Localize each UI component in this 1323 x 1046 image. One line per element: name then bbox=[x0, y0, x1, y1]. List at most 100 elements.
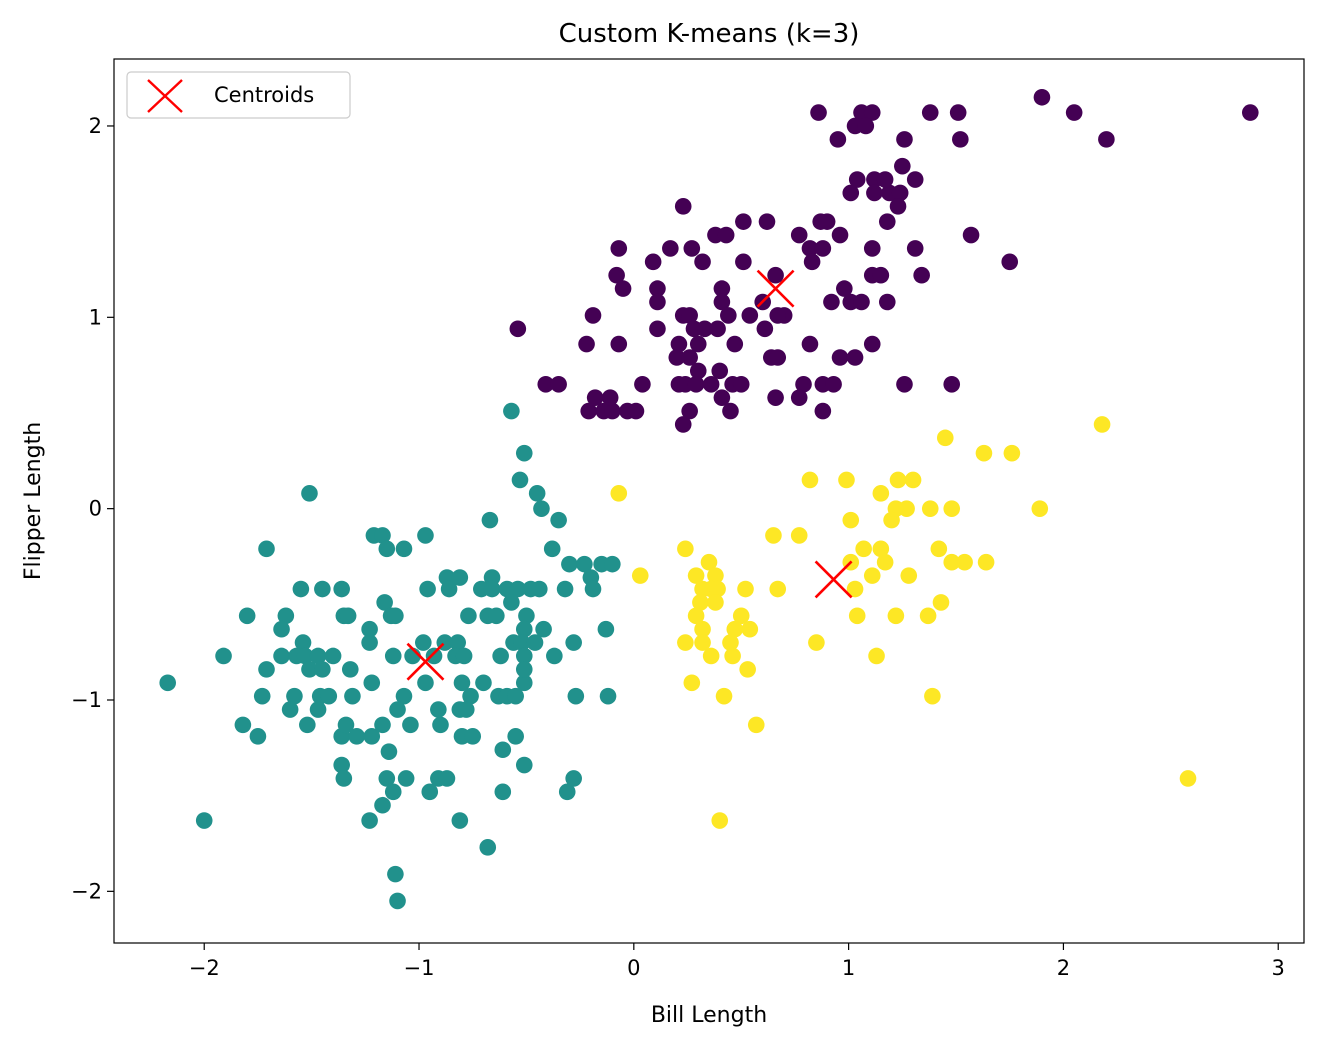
data-point bbox=[348, 728, 366, 745]
data-point bbox=[417, 674, 434, 692]
data-point bbox=[503, 594, 520, 611]
data-point bbox=[726, 620, 744, 638]
data-point bbox=[518, 607, 535, 625]
x-tick-label: 3 bbox=[1272, 956, 1285, 980]
data-point bbox=[387, 607, 404, 625]
data-point bbox=[662, 240, 679, 257]
data-point bbox=[1241, 104, 1259, 121]
data-point bbox=[692, 594, 709, 611]
data-point bbox=[707, 594, 724, 611]
data-point bbox=[924, 687, 941, 705]
data-point bbox=[913, 266, 930, 284]
data-point bbox=[846, 349, 864, 366]
data-point bbox=[823, 293, 840, 311]
data-point bbox=[479, 839, 497, 856]
data-point bbox=[649, 280, 666, 297]
data-point bbox=[842, 184, 860, 202]
data-point bbox=[507, 687, 524, 705]
data-point bbox=[462, 687, 479, 705]
data-point bbox=[565, 634, 582, 651]
data-point bbox=[430, 701, 447, 718]
data-point bbox=[380, 743, 398, 760]
data-point bbox=[674, 198, 692, 215]
data-point bbox=[292, 580, 310, 598]
data-point bbox=[741, 620, 759, 638]
data-point bbox=[1093, 416, 1111, 433]
data-point bbox=[949, 104, 967, 121]
centroid-marker bbox=[756, 269, 795, 308]
data-point bbox=[1001, 253, 1019, 271]
data-point bbox=[829, 131, 847, 148]
data-point bbox=[863, 567, 881, 584]
data-point bbox=[883, 511, 900, 529]
data-point bbox=[597, 620, 615, 638]
data-point bbox=[159, 674, 177, 692]
data-point bbox=[515, 647, 533, 665]
data-point bbox=[900, 567, 918, 584]
data-point bbox=[417, 527, 434, 544]
data-point bbox=[464, 728, 482, 745]
data-point bbox=[724, 647, 741, 665]
data-point bbox=[720, 307, 737, 324]
data-point bbox=[286, 687, 303, 705]
data-point bbox=[713, 389, 731, 406]
x-tick-label: 1 bbox=[842, 956, 855, 980]
data-point bbox=[432, 716, 449, 734]
data-point bbox=[801, 471, 819, 489]
data-point bbox=[887, 607, 905, 625]
data-point bbox=[339, 607, 357, 625]
data-point bbox=[324, 647, 342, 665]
data-point bbox=[337, 716, 355, 734]
data-point bbox=[921, 104, 939, 121]
data-point bbox=[977, 553, 995, 571]
data-point bbox=[674, 416, 692, 433]
data-point bbox=[320, 687, 338, 705]
data-point bbox=[831, 226, 849, 244]
data-point bbox=[700, 553, 718, 571]
data-point bbox=[1065, 104, 1083, 121]
data-point bbox=[363, 674, 381, 692]
x-tick-label: −1 bbox=[404, 956, 435, 980]
data-point bbox=[309, 701, 327, 718]
data-point bbox=[376, 594, 393, 611]
data-point bbox=[814, 402, 832, 420]
data-point bbox=[677, 634, 694, 651]
data-point bbox=[440, 580, 458, 598]
data-point bbox=[831, 349, 849, 366]
data-point bbox=[578, 335, 595, 353]
data-point bbox=[488, 607, 505, 625]
data-point bbox=[492, 647, 509, 665]
x-tick-label: 2 bbox=[1057, 956, 1070, 980]
data-point bbox=[550, 511, 567, 529]
data-point bbox=[634, 375, 651, 393]
data-point bbox=[936, 429, 954, 447]
data-point bbox=[374, 796, 391, 814]
data-point bbox=[397, 770, 415, 787]
data-point bbox=[215, 647, 232, 665]
data-point bbox=[649, 320, 666, 338]
data-point bbox=[453, 674, 471, 692]
data-point bbox=[238, 607, 256, 625]
data-point bbox=[801, 335, 819, 353]
data-point bbox=[249, 728, 267, 745]
data-point bbox=[677, 540, 694, 558]
data-point bbox=[767, 389, 784, 406]
y-tick-label: 1 bbox=[89, 305, 102, 329]
cluster-1-series bbox=[159, 402, 621, 910]
tick-group: −2 −1 0 1 2 3 −2 −1 0 1 2 bbox=[71, 114, 1285, 980]
y-tick-label: 0 bbox=[89, 497, 102, 521]
centroid-marker bbox=[814, 560, 853, 599]
data-point bbox=[494, 783, 512, 801]
data-point bbox=[515, 756, 533, 774]
data-point bbox=[395, 540, 413, 558]
data-point bbox=[301, 661, 318, 678]
data-point bbox=[576, 555, 593, 573]
data-point bbox=[610, 335, 628, 353]
data-point bbox=[384, 647, 402, 665]
data-point bbox=[389, 701, 406, 718]
y-tick-label: 2 bbox=[89, 114, 102, 138]
data-point bbox=[395, 687, 413, 705]
data-point bbox=[769, 349, 787, 366]
data-point bbox=[614, 280, 632, 297]
